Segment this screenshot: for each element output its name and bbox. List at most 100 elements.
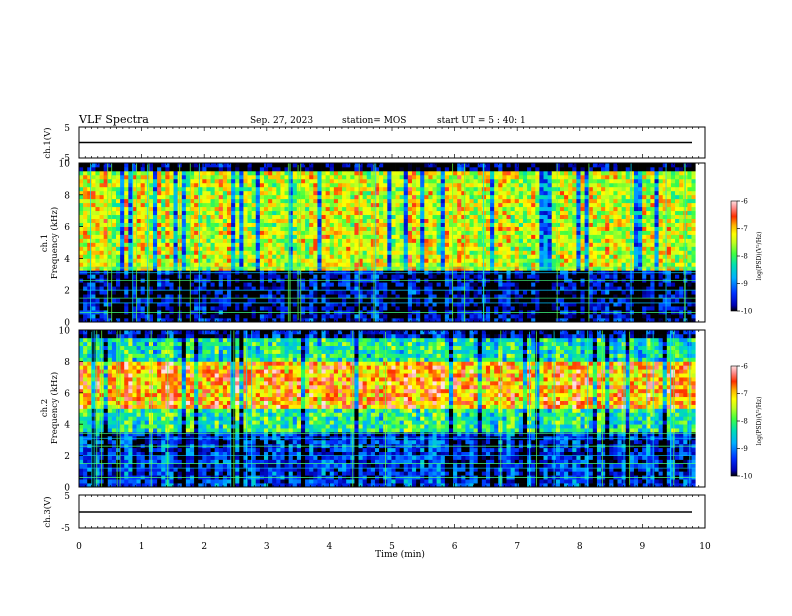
spectrogram-cell [153,187,157,191]
spectrogram-cell [174,274,178,278]
spectrogram-cell [186,175,190,179]
spectrogram-cell [486,163,490,167]
spectrogram-cell [400,203,404,207]
spectrogram-cell [186,306,190,310]
spectrogram-cell [486,199,490,203]
spectrogram-cell [408,171,412,175]
spectrogram-cell [535,235,539,239]
spectrogram-cell [502,175,506,179]
spectrogram-cell [157,183,161,187]
spectrogram-cell [227,235,231,239]
spectrogram-cell [326,262,330,266]
spectrogram-cell [264,290,268,294]
spectrogram-cell [539,163,543,167]
spectrogram-cell [252,171,256,175]
spectrogram-cell [112,235,116,239]
spectrogram-cell [564,227,568,231]
spectrogram-cell [330,219,334,223]
spectrogram-cell [186,290,190,294]
spectrogram-cell [478,282,482,286]
spectrogram-cell [342,171,346,175]
spectrogram-cell [174,179,178,183]
spectrogram-cell [211,314,215,318]
spectrogram-cell [437,266,441,270]
spectrogram-cell [428,290,432,294]
spectrogram-cell [441,183,445,187]
spectrogram-cell [293,306,297,310]
spectrogram-cell [227,243,231,247]
spectrogram-cell [194,246,198,250]
spectrogram-cell [539,167,543,171]
spectrogram-cell [239,306,243,310]
spectrogram-cell [268,298,272,302]
spectrogram-cell [552,298,556,302]
spectrogram-cell [531,250,535,254]
spectrogram-cell [445,179,449,183]
spectrogram-cell [260,235,264,239]
spectrogram-cell [560,306,564,310]
spectrogram-cell [441,171,445,175]
spectrogram-cell [202,235,206,239]
spectrogram-cell [128,262,132,266]
spectrogram-cell [511,227,515,231]
spectrogram-cell [264,179,268,183]
spectrogram-cell [301,187,305,191]
spectrogram-cell [437,195,441,199]
spectrogram-cell [194,187,198,191]
spectrogram-cell [465,179,469,183]
spectrogram-cell [186,223,190,227]
spectrogram-cell [502,183,506,187]
spectrogram-cell [350,262,354,266]
spectrogram-cell [268,215,272,219]
spectrogram-cell [198,163,202,167]
spectrogram-cell [227,171,231,175]
spectrogram-cell [531,231,535,235]
spectrogram-cell [169,179,173,183]
spectrogram-cell [227,254,231,258]
spectrogram-cell [568,235,572,239]
spectrogram-cell [354,223,358,227]
spectrogram-cell [408,195,412,199]
spectrogram-cell [564,191,568,195]
spectrogram-cell [219,167,223,171]
spectrogram-cell [498,179,502,183]
spectrogram-cell [470,306,474,310]
spectrogram-cell [367,211,371,215]
spectrogram-cell [539,258,543,262]
spectrogram-cell [453,246,457,250]
spectrogram-cell [560,231,564,235]
spectrogram-cell [276,239,280,243]
spectrogram-cell [235,246,239,250]
spectrogram-cell [363,179,367,183]
spectrogram-cell [420,187,424,191]
spectrogram-cell [556,187,560,191]
spectrogram-cell [457,246,461,250]
spectrogram-cell [420,314,424,318]
spectrogram-cell [379,235,383,239]
spectrogram-cell [79,282,83,286]
spectrogram-cell [317,235,321,239]
spectrogram-cell [478,199,482,203]
spectrogram-cell [490,298,494,302]
spectrogram-cell [350,179,354,183]
spectrogram-cell [301,243,305,247]
spectrogram-cell [289,258,293,262]
spectrogram-cell [165,179,169,183]
spectrogram-cell [289,179,293,183]
spectrogram-cell [186,274,190,278]
spectrogram-cell [330,195,334,199]
spectrogram-cell [334,231,338,235]
spectrogram-cell [330,163,334,167]
spectrogram-cell [120,223,124,227]
spectrogram-cell [182,239,186,243]
spectrogram-cell [515,239,519,243]
spectrogram-cell [433,239,437,243]
spectrogram-cell [186,282,190,286]
spectrogram-cell [486,171,490,175]
spectrogram-cell [330,179,334,183]
spectrogram-cell [379,215,383,219]
spectrogram-cell [95,282,99,286]
spectrogram-cell [100,235,104,239]
spectrogram-cell [239,243,243,247]
spectrogram-cell [206,290,210,294]
